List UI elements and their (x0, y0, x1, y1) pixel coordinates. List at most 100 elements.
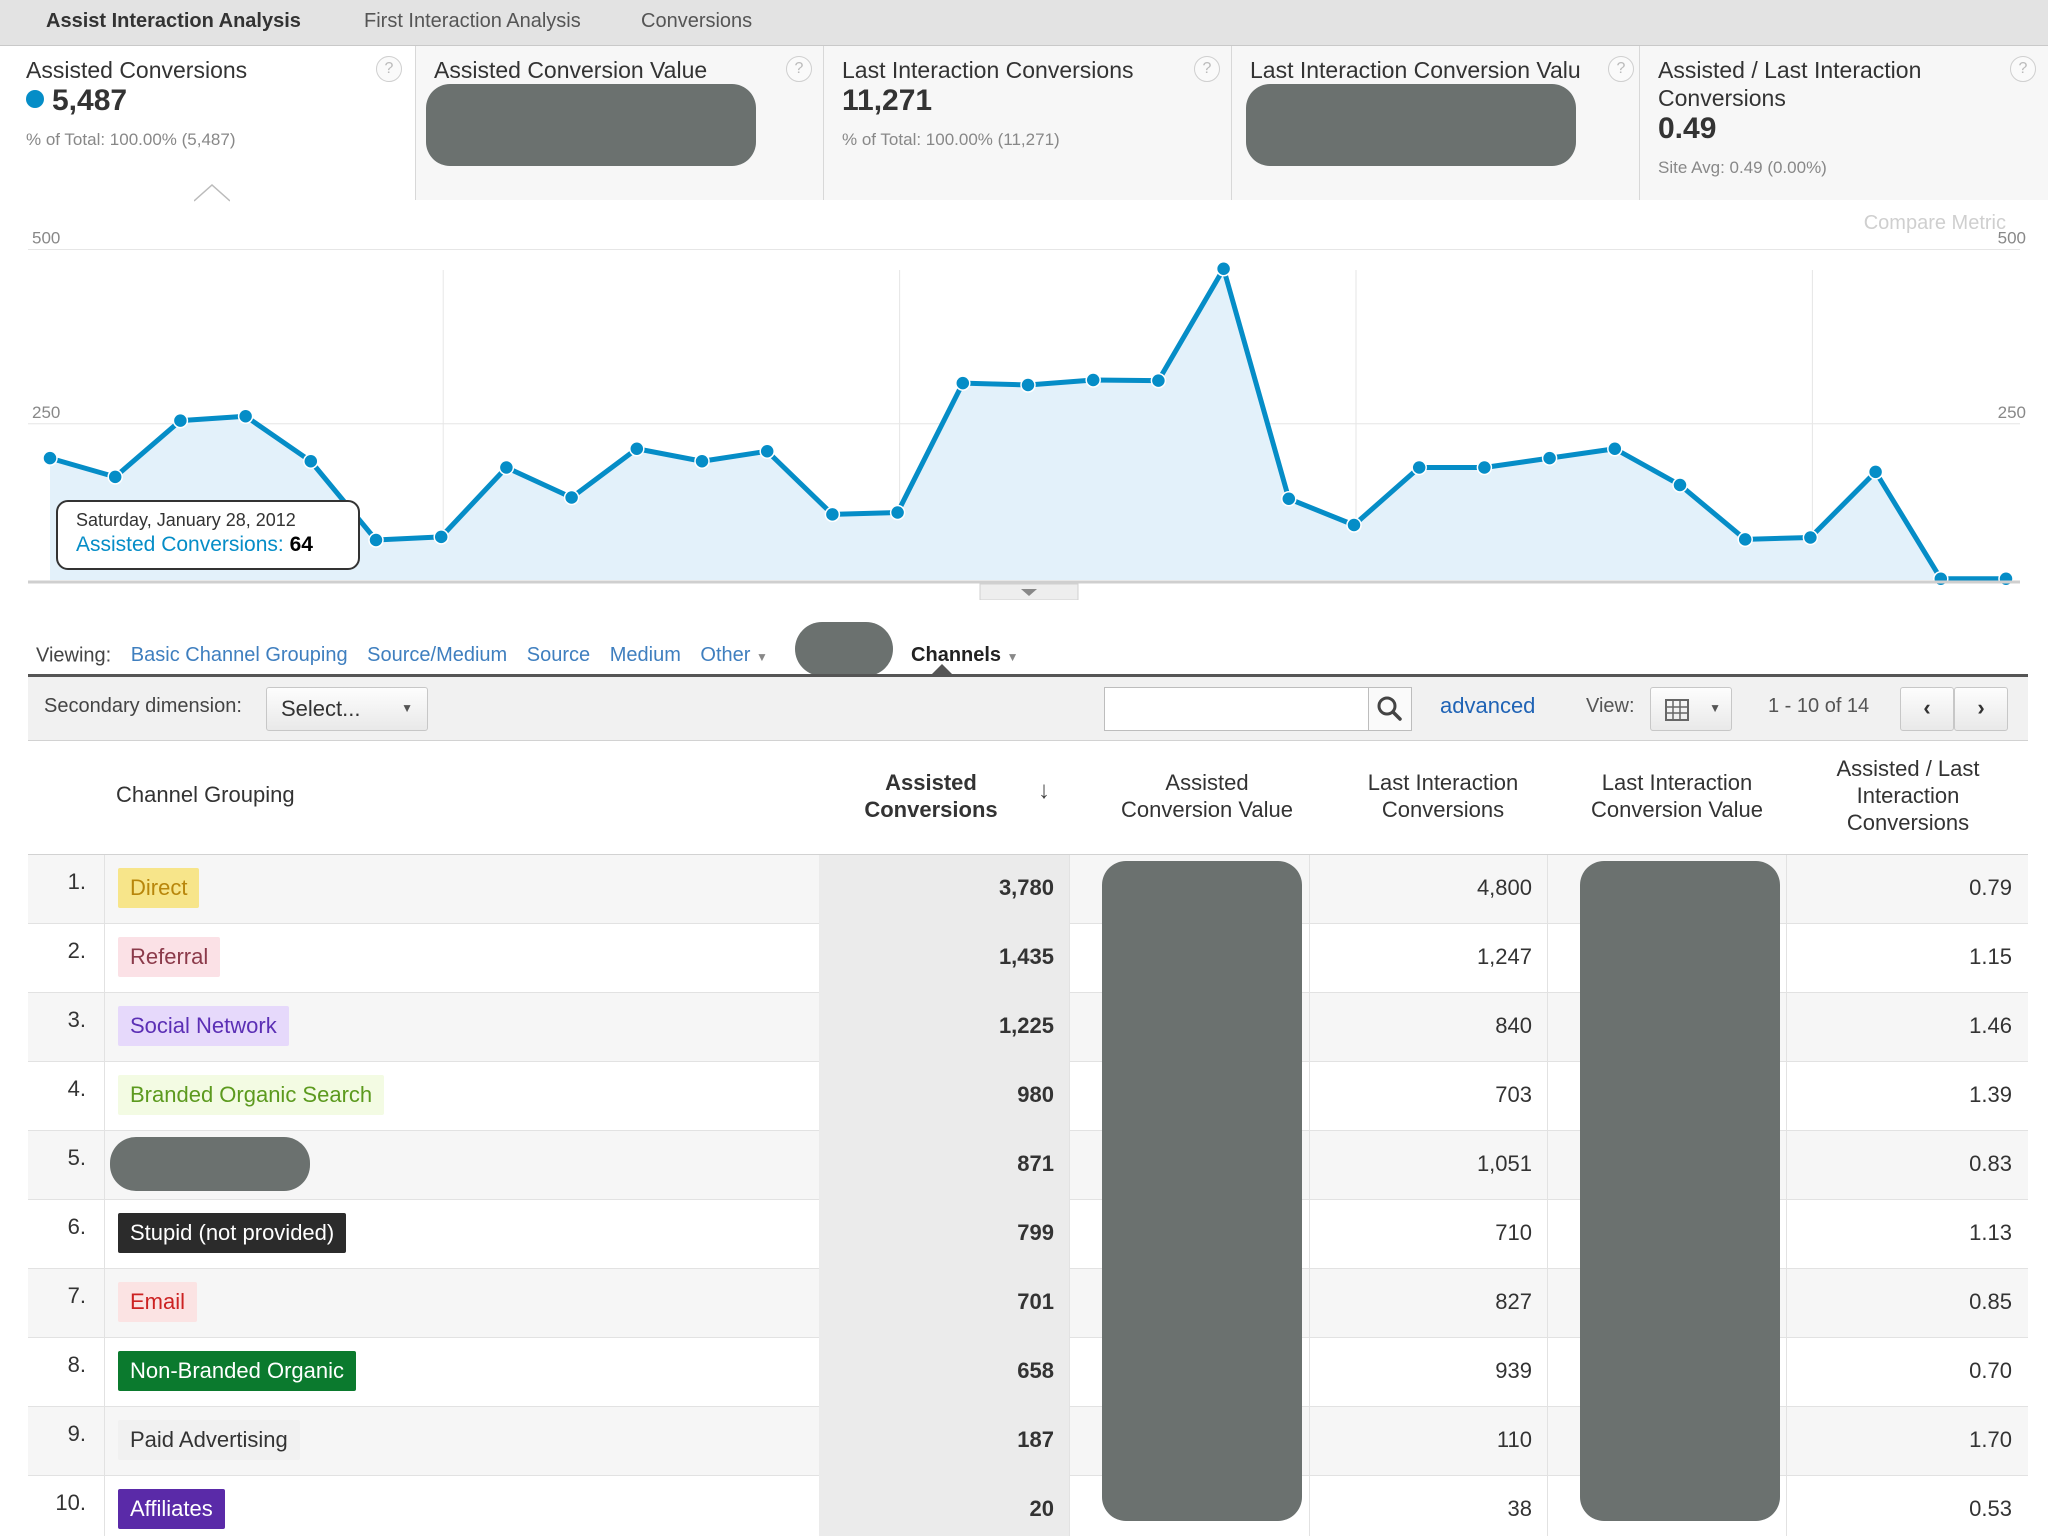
redaction-block (795, 622, 894, 676)
channel-label[interactable]: Direct (118, 868, 200, 908)
viewing-link-source[interactable]: Source (526, 644, 591, 667)
channel-label[interactable]: Email (118, 1282, 198, 1322)
table-row[interactable]: 4. Branded Organic Search 980 703 1.39 (28, 1062, 2028, 1131)
prev-page-button[interactable]: ‹ (1900, 687, 1954, 731)
sorted-column-cell (819, 1200, 1069, 1269)
last-interaction-cell: 703 (1495, 1082, 1532, 1107)
sorted-column-cell (819, 924, 1069, 993)
view-mode-select[interactable]: ▼ (1650, 687, 1732, 731)
viewing-link-other[interactable]: Other ▼ (700, 644, 768, 667)
data-point (433, 529, 449, 545)
assisted-conversions-cell: 871 (1017, 1151, 1054, 1176)
ratio-cell: 0.70 (1969, 1358, 2012, 1383)
assisted-conversions-cell: 701 (1017, 1289, 1054, 1314)
next-page-button[interactable]: › (1954, 687, 2008, 731)
table-search-input[interactable] (1104, 687, 1374, 731)
last-interaction-cell: 939 (1495, 1358, 1532, 1383)
data-point (1150, 372, 1167, 389)
table-row[interactable]: 8. Non-Branded Organic 658 939 0.70 (28, 1338, 2028, 1407)
viewing-underline (28, 674, 2028, 677)
tab-conversions[interactable]: Conversions (641, 10, 753, 32)
channel-label[interactable]: Paid Advertising (118, 1420, 300, 1460)
y-tick-label-left: 250 (32, 403, 60, 422)
metric-card-assisted-conversion-value[interactable]: Assisted Conversion Value ? (416, 46, 824, 200)
caret-down-icon: ▼ (1006, 650, 1019, 665)
compare-metric-link[interactable]: Compare Metric (1863, 212, 2006, 234)
chevron-left-icon: ‹ (1923, 695, 1931, 720)
help-icon[interactable]: ? (1194, 56, 1220, 82)
active-pointer-icon (930, 664, 954, 676)
help-icon[interactable]: ? (376, 56, 402, 82)
col-header-channel-grouping[interactable]: Channel Grouping (116, 782, 295, 807)
tab-assist-interaction-analysis[interactable]: Assist Interaction Analysis (46, 10, 301, 32)
last-interaction-cell: 1,051 (1476, 1151, 1532, 1176)
channel-label[interactable]: Referral (118, 937, 221, 977)
data-point (172, 412, 189, 429)
metric-card-last-interaction-conversion-value[interactable]: Last Interaction Conversion Valu ? (1232, 46, 1640, 200)
channel-label[interactable]: Branded Organic Search (118, 1075, 385, 1115)
metric-card-assisted-conversions[interactable]: Assisted Conversions 5,487 % of Total: 1… (8, 46, 416, 202)
line-chart-svg: 500500250250Jan 29Feb 5Feb 12Feb 19 (28, 229, 2026, 601)
metric-title: Assisted / Last Interaction Conversions (1658, 57, 1922, 111)
sorted-column-cell (819, 1131, 1069, 1200)
ratio-cell: 1.15 (1969, 944, 2012, 969)
sorted-column-cell (819, 1338, 1069, 1407)
table-grid-icon (1665, 699, 1689, 721)
table-row[interactable]: 10. Affiliates 20 38 0.53 (28, 1476, 2028, 1536)
data-point (1802, 529, 1819, 546)
col-header-last-interaction-conversions[interactable]: Last Interaction Conversions (1367, 770, 1519, 822)
search-button[interactable] (1368, 687, 1412, 731)
row-number: 9. (67, 1421, 86, 1446)
metric-card-last-interaction-conversions[interactable]: Last Interaction Conversions 11,271 % of… (824, 46, 1232, 200)
viewing-link-source-medium[interactable]: Source/Medium (367, 644, 508, 667)
channel-label[interactable]: Social Network (118, 1006, 289, 1046)
tab-first-interaction-analysis[interactable]: First Interaction Analysis (364, 10, 581, 32)
help-icon[interactable]: ? (2010, 56, 2036, 82)
caret-down-icon: ▼ (1709, 701, 1721, 715)
data-point (889, 504, 906, 521)
channel-label[interactable]: Affiliates (118, 1489, 225, 1529)
data-point (1476, 459, 1493, 476)
last-interaction-cell: 38 (1507, 1496, 1532, 1521)
selected-pointer-icon (194, 184, 230, 202)
viewing-link-medium[interactable]: Medium (609, 644, 681, 667)
table-header: Channel Grouping Assisted Conversions ↓ A… (28, 741, 2028, 855)
viewing-link-basic-channel-grouping[interactable]: Basic Channel Grouping (130, 644, 348, 667)
ratio-cell: 1.39 (1969, 1082, 2012, 1107)
redaction-block (1246, 84, 1576, 166)
view-label: View: (1586, 695, 1635, 717)
data-point (107, 469, 123, 485)
search-icon (1377, 696, 1402, 721)
help-icon[interactable]: ? (786, 56, 812, 82)
metric-value: 11,271 (842, 84, 933, 117)
chevron-right-icon: › (1977, 695, 1985, 720)
help-icon[interactable]: ? (1608, 56, 1634, 82)
redaction-block (426, 84, 756, 166)
col-header-assisted-conversions[interactable]: Assisted Conversions (864, 770, 998, 822)
table-row[interactable]: 2. Referral 1,435 1,247 1.15 (28, 924, 2028, 993)
metric-card-assisted-last-ratio[interactable]: Assisted / Last Interaction Conversions 0… (1640, 46, 2048, 200)
advanced-link[interactable]: advanced (1440, 693, 1536, 718)
y-tick-label-right: 500 (1998, 229, 2026, 248)
metric-value: 0.49 (1658, 112, 1717, 145)
channel-label[interactable]: Stupid (not provided) (118, 1213, 347, 1253)
table-row[interactable]: 6. Stupid (not provided) 799 710 1.13 (28, 1200, 2028, 1269)
assisted-conversions-cell: 799 (1017, 1220, 1054, 1245)
viewing-active-channels[interactable]: Channels ▼ (911, 644, 1019, 667)
sort-arrow-down-icon[interactable]: ↓ (1038, 777, 1050, 804)
channel-label[interactable]: Non-Branded Organic (118, 1351, 357, 1391)
last-interaction-cell: 827 (1495, 1289, 1532, 1314)
caret-down-icon: ▼ (756, 650, 768, 665)
ratio-cell: 1.13 (1969, 1220, 2012, 1245)
data-point (1933, 571, 1949, 587)
last-interaction-cell: 1,247 (1476, 944, 1532, 969)
secondary-dimension-select[interactable]: Select... ▼ (266, 687, 428, 731)
col-header-ratio[interactable]: Assisted / Last Interaction Conversions (1836, 756, 1980, 835)
col-header-assisted-conversion-value[interactable]: Assisted Conversion Value (1120, 770, 1294, 822)
report-tabs: Assist Interaction Analysis First Intera… (0, 0, 2048, 46)
col-header-last-interaction-value[interactable]: Last Interaction Conversion Value (1590, 770, 1764, 822)
assisted-conversions-cell: 1,435 (998, 944, 1054, 969)
ratio-cell: 0.85 (1969, 1289, 2012, 1314)
metric-cards: Assisted Conversions 5,487 % of Total: 1… (8, 46, 2048, 202)
sorted-column-cell (819, 1062, 1069, 1131)
